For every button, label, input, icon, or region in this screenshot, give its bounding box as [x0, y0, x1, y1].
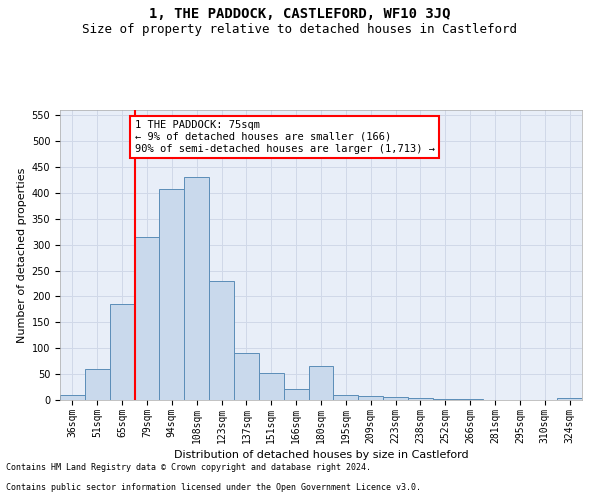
Bar [110, 304, 134, 400]
Bar [408, 398, 433, 400]
Bar [358, 396, 383, 400]
Text: Contains HM Land Registry data © Crown copyright and database right 2024.: Contains HM Land Registry data © Crown c… [6, 464, 371, 472]
Bar [234, 354, 259, 400]
Bar [184, 178, 209, 400]
Bar [85, 369, 110, 400]
Text: Contains public sector information licensed under the Open Government Licence v3: Contains public sector information licen… [6, 484, 421, 492]
Bar [160, 189, 184, 400]
Y-axis label: Number of detached properties: Number of detached properties [17, 168, 28, 342]
Bar [209, 281, 234, 400]
X-axis label: Distribution of detached houses by size in Castleford: Distribution of detached houses by size … [173, 450, 469, 460]
Bar [433, 399, 458, 400]
Bar [334, 395, 358, 400]
Bar [308, 366, 334, 400]
Bar [383, 398, 408, 400]
Text: 1 THE PADDOCK: 75sqm
← 9% of detached houses are smaller (166)
90% of semi-detac: 1 THE PADDOCK: 75sqm ← 9% of detached ho… [134, 120, 434, 154]
Bar [134, 237, 160, 400]
Text: 1, THE PADDOCK, CASTLEFORD, WF10 3JQ: 1, THE PADDOCK, CASTLEFORD, WF10 3JQ [149, 8, 451, 22]
Bar [60, 395, 85, 400]
Text: Size of property relative to detached houses in Castleford: Size of property relative to detached ho… [83, 22, 517, 36]
Bar [284, 388, 308, 400]
Bar [557, 398, 582, 400]
Bar [259, 373, 284, 400]
